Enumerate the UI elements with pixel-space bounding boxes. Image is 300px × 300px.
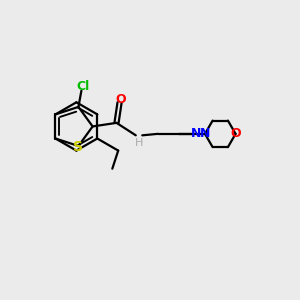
Text: N: N — [200, 128, 210, 140]
Text: S: S — [74, 140, 83, 154]
Text: O: O — [116, 93, 126, 106]
Text: O: O — [230, 128, 241, 140]
Text: N: N — [191, 128, 201, 140]
Text: Cl: Cl — [76, 80, 89, 93]
Text: H: H — [135, 138, 143, 148]
